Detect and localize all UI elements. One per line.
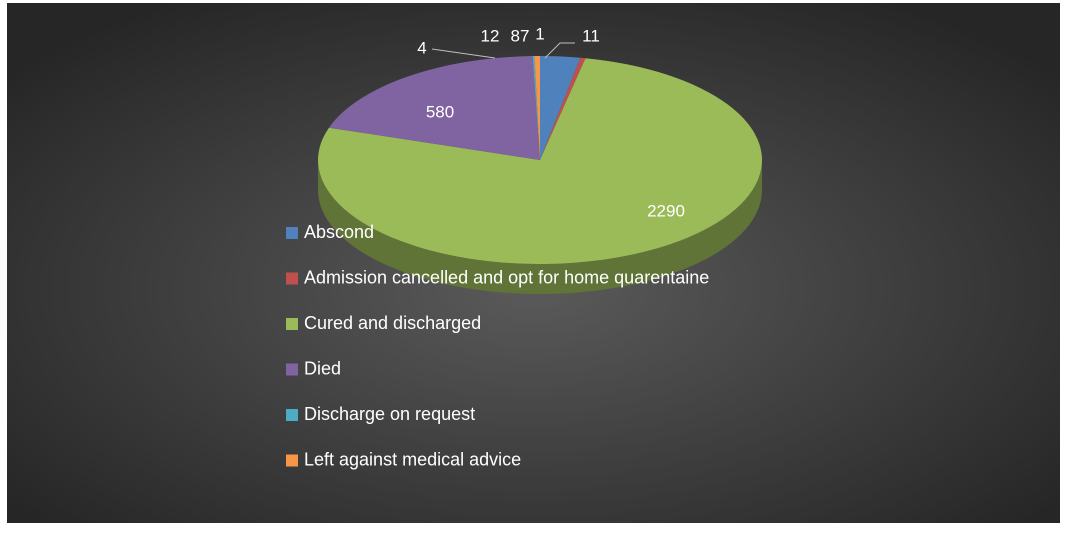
legend-label: Admission cancelled and opt for home qua… [304, 267, 709, 287]
legend: Abscond Admission cancelled and opt for h… [286, 222, 709, 469]
legend-swatch [286, 363, 298, 376]
leader-line [544, 42, 575, 59]
annotation: 1 [535, 24, 544, 43]
data-label: 2290 [647, 201, 685, 220]
data-label: 580 [426, 102, 454, 121]
slice [328, 56, 540, 160]
legend-swatch [286, 454, 298, 467]
slice [318, 58, 763, 264]
data-label: 12 [481, 26, 500, 45]
legend-swatch [286, 272, 298, 285]
legend-label: Discharge on request [304, 404, 475, 424]
slice-side [318, 160, 762, 294]
legend-label: Abscond [304, 222, 374, 242]
legend-label: Left against medical advice [304, 449, 521, 469]
legend-swatch [286, 409, 298, 421]
legend-label: Cured and discharged [304, 313, 481, 333]
slice [534, 56, 540, 160]
data-labels: 87 11 2290 580 4 12 [417, 26, 685, 220]
data-label: 4 [417, 38, 426, 57]
leader-line [431, 48, 496, 59]
data-label: 87 [511, 26, 530, 45]
slice [540, 57, 586, 160]
slice [532, 56, 540, 160]
legend-label: Died [304, 358, 341, 378]
slice [540, 56, 581, 160]
pie [318, 56, 763, 294]
legend-swatch [286, 318, 298, 330]
data-label: 11 [582, 26, 600, 45]
legend-swatch [286, 227, 298, 239]
